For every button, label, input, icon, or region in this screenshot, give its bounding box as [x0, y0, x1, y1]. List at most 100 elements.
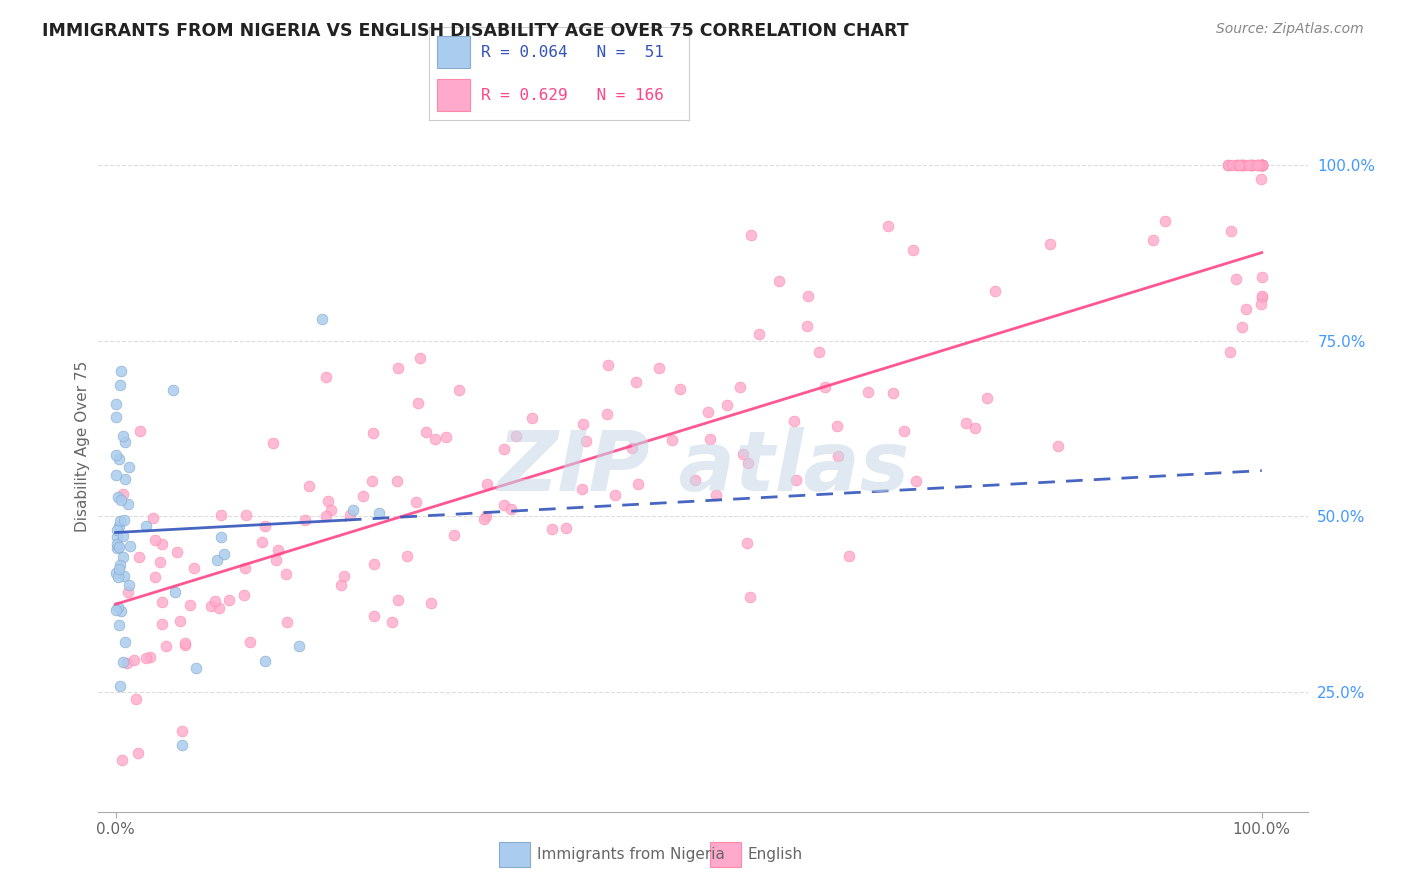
- Point: [598, 358, 620, 372]
- Point: [205, 553, 228, 567]
- Point: [838, 549, 860, 563]
- Point: [232, 588, 254, 602]
- Point: [352, 489, 374, 503]
- Point: [571, 482, 593, 496]
- Point: [808, 344, 831, 359]
- Point: [740, 228, 762, 243]
- Point: [233, 561, 256, 575]
- Point: [339, 508, 361, 523]
- Point: [108, 515, 131, 529]
- Point: [174, 638, 197, 652]
- Point: [1250, 297, 1272, 311]
- Point: [108, 519, 131, 533]
- Point: [385, 475, 408, 489]
- Point: [209, 508, 232, 522]
- Point: [1219, 345, 1241, 359]
- Point: [105, 530, 128, 544]
- Point: [876, 219, 898, 233]
- Point: [208, 600, 231, 615]
- Point: [200, 599, 222, 613]
- Point: [1226, 158, 1249, 172]
- Point: [1216, 158, 1239, 172]
- Point: [114, 472, 136, 486]
- Point: [112, 550, 135, 565]
- Point: [112, 569, 135, 583]
- Point: [105, 524, 128, 538]
- Point: [1241, 158, 1264, 172]
- Point: [112, 513, 135, 527]
- Point: [1250, 158, 1272, 172]
- Point: [1250, 158, 1272, 172]
- Point: [321, 503, 343, 517]
- Point: [1234, 301, 1257, 316]
- Point: [125, 692, 148, 706]
- Point: [107, 490, 129, 504]
- Text: Immigrants from Nigeria: Immigrants from Nigeria: [537, 847, 725, 862]
- Point: [105, 410, 128, 425]
- Point: [1153, 214, 1175, 228]
- Point: [396, 549, 419, 563]
- Point: [1230, 319, 1253, 334]
- Point: [1250, 158, 1272, 172]
- Point: [1230, 158, 1253, 172]
- Point: [965, 421, 987, 435]
- Point: [173, 636, 195, 650]
- Point: [128, 549, 150, 564]
- Point: [110, 493, 132, 508]
- Point: [1225, 272, 1247, 286]
- Point: [274, 567, 297, 582]
- Point: [1250, 158, 1272, 172]
- Point: [434, 430, 457, 444]
- Point: [107, 618, 129, 632]
- Point: [1230, 158, 1253, 172]
- Point: [143, 533, 166, 548]
- Point: [409, 351, 432, 365]
- Point: [737, 456, 759, 470]
- Point: [1247, 158, 1270, 172]
- Point: [112, 655, 135, 669]
- Point: [276, 615, 298, 629]
- Point: [315, 508, 337, 523]
- Point: [235, 508, 257, 523]
- Point: [250, 534, 273, 549]
- Point: [253, 519, 276, 533]
- Point: [1241, 158, 1264, 172]
- Point: [139, 650, 162, 665]
- Point: [184, 660, 207, 674]
- Point: [107, 570, 129, 584]
- Text: English: English: [748, 847, 803, 862]
- Point: [748, 326, 770, 341]
- Point: [108, 679, 131, 693]
- Point: [1222, 158, 1244, 172]
- Point: [716, 398, 738, 412]
- Point: [162, 383, 184, 397]
- Point: [1250, 158, 1272, 172]
- Point: [783, 415, 806, 429]
- Point: [267, 543, 290, 558]
- Point: [117, 656, 139, 670]
- Point: [696, 405, 718, 419]
- Point: [105, 448, 128, 462]
- FancyBboxPatch shape: [437, 79, 471, 111]
- Point: [882, 385, 904, 400]
- Point: [107, 540, 129, 554]
- Point: [108, 378, 131, 392]
- Point: [127, 746, 149, 760]
- Point: [149, 555, 172, 569]
- Point: [740, 590, 762, 604]
- Point: [505, 429, 527, 443]
- Point: [420, 596, 443, 610]
- Point: [212, 547, 235, 561]
- Point: [150, 616, 173, 631]
- Point: [731, 447, 754, 461]
- Point: [1226, 158, 1249, 172]
- Text: ZIP atlas: ZIP atlas: [496, 427, 910, 508]
- Point: [288, 640, 311, 654]
- Point: [145, 570, 167, 584]
- Point: [169, 615, 191, 629]
- Point: [183, 560, 205, 574]
- Point: [1237, 158, 1260, 172]
- Point: [856, 385, 879, 400]
- Point: [825, 418, 848, 433]
- Point: [111, 487, 134, 501]
